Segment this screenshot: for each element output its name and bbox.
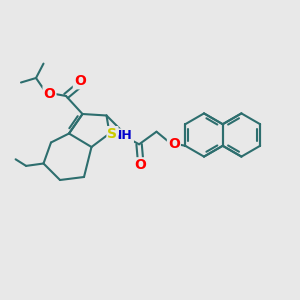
Text: O: O <box>74 74 86 88</box>
Text: S: S <box>107 127 118 141</box>
Text: O: O <box>44 87 56 100</box>
Text: O: O <box>168 137 180 151</box>
Text: O: O <box>135 158 146 172</box>
Text: NH: NH <box>112 129 133 142</box>
